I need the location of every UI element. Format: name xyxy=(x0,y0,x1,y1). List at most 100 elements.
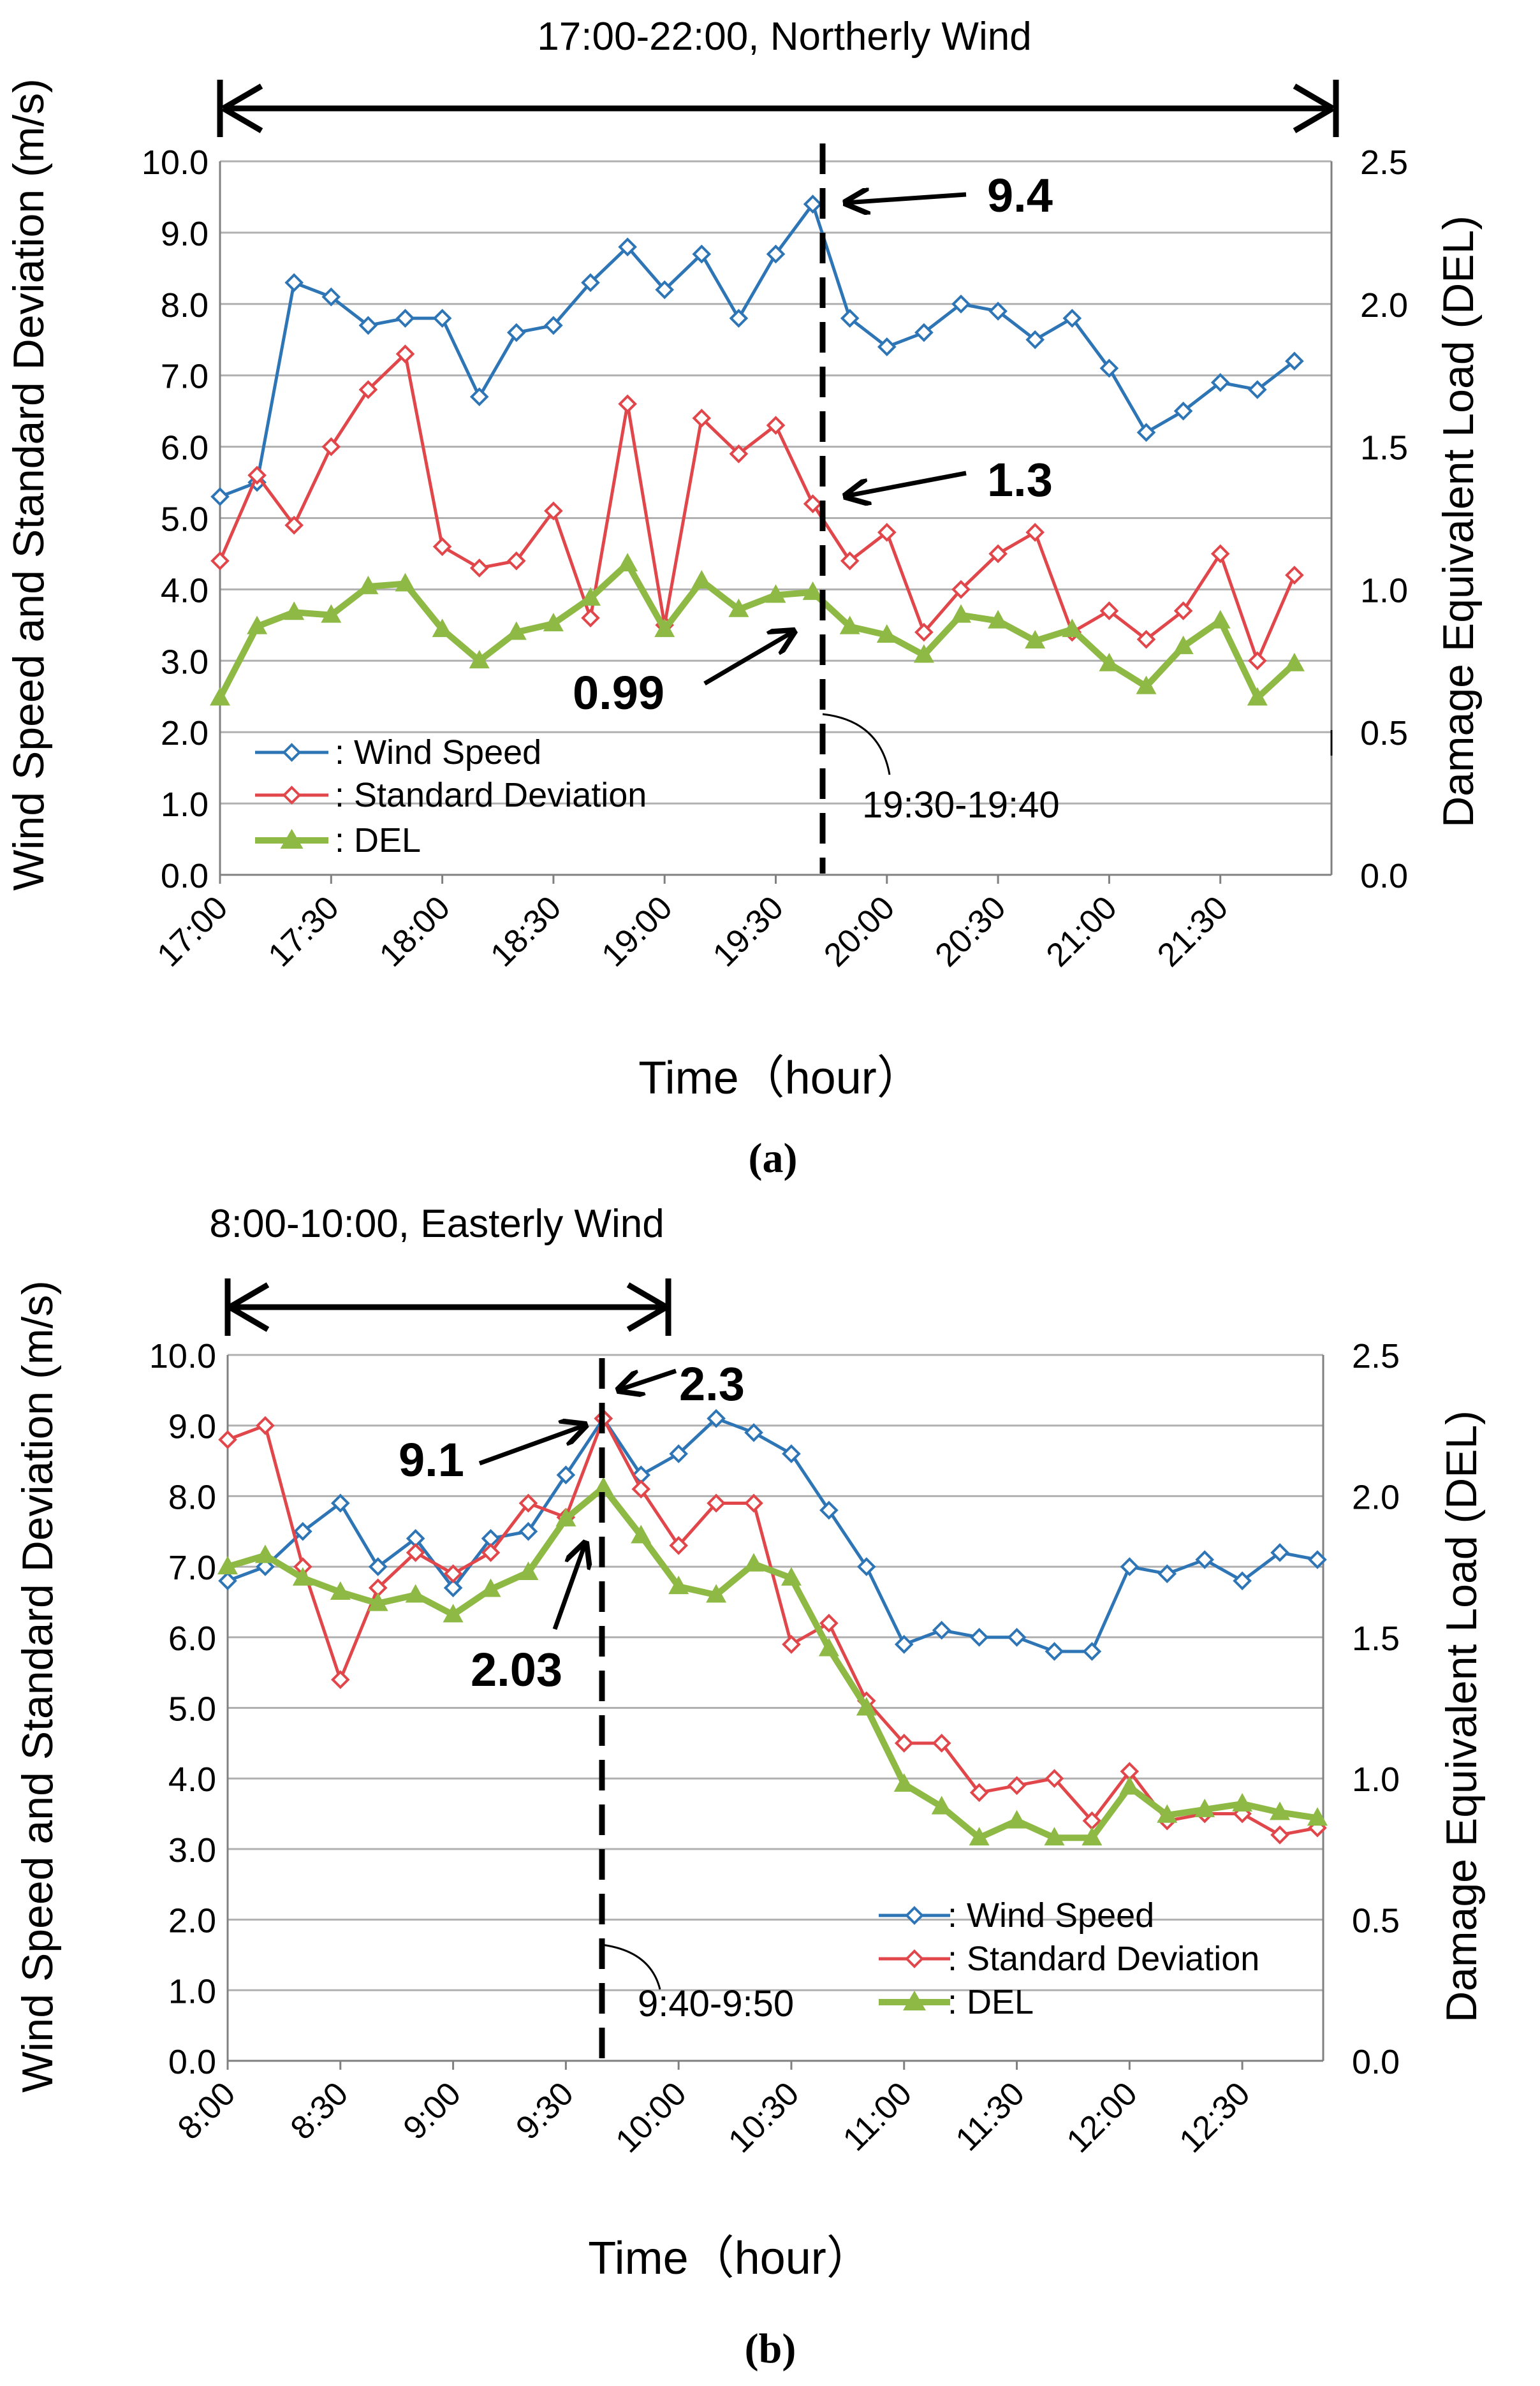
panel-a: 17:00-22:00, Northerly Wind 0.0 1.0 2.0 3.0… xyxy=(4,15,1483,1182)
data-point-del xyxy=(1210,610,1231,629)
data-point-wind-speed xyxy=(321,287,341,307)
y-left-tick-label: 1.0 xyxy=(161,786,209,824)
data-point-del xyxy=(358,575,379,594)
data-point-standard-deviation xyxy=(544,501,563,521)
legend-del-marker xyxy=(903,1991,926,2010)
y-left-tick-label: 4.0 xyxy=(161,571,209,610)
x-tick-label: 18:30 xyxy=(483,889,568,974)
data-point-wind-speed xyxy=(284,273,304,293)
annotation-arrow-del xyxy=(703,631,794,686)
x-tick-label: 10:30 xyxy=(721,2075,806,2160)
data-point-wind-speed xyxy=(1025,330,1045,349)
data-point-standard-deviation xyxy=(877,523,897,542)
legend-del-label: : DEL xyxy=(335,821,421,860)
data-point-wind-speed xyxy=(1136,423,1156,443)
data-point-standard-deviation xyxy=(951,580,971,599)
series-line-standard-deviation xyxy=(227,1417,1318,1837)
data-point-del xyxy=(691,569,712,589)
annotation-arrow-std xyxy=(619,1368,677,1390)
period-text: 17:00-22:00, Northerly Wind xyxy=(537,15,1031,59)
highlight-label: 19:30-19:40 xyxy=(862,784,1060,826)
data-point-del xyxy=(321,604,342,623)
data-point-del xyxy=(217,1556,238,1575)
series-line-wind-speed xyxy=(227,1417,1318,1653)
data-point-del xyxy=(1173,635,1194,654)
annotation-std-value: 1.3 xyxy=(987,453,1053,506)
data-point-standard-deviation xyxy=(284,515,304,535)
y-axis-right-title: Damage Equivalent Load (DEL) xyxy=(1434,216,1483,828)
data-point-wind-speed xyxy=(1210,373,1230,392)
y-left-tick-label: 2.0 xyxy=(168,1902,216,1940)
data-point-wind-speed xyxy=(544,316,563,335)
data-point-wind-speed xyxy=(692,244,712,264)
data-point-del xyxy=(1136,675,1157,694)
data-point-wind-speed xyxy=(368,1557,388,1576)
data-point-standard-deviation xyxy=(988,544,1008,564)
y-left-tick-label: 2.0 xyxy=(161,714,209,752)
data-point-wind-speed xyxy=(1007,1627,1027,1647)
data-point-del xyxy=(1044,1827,1065,1846)
plot-area: 0.0 1.0 2.0 3.0 4.0 5.0 6.0 7.0 8.0 9.0 10.0 0.0 0.5… xyxy=(149,1337,1400,2160)
data-point-del xyxy=(480,1578,501,1597)
data-point-standard-deviation xyxy=(247,465,267,485)
data-point-wind-speed xyxy=(218,1571,237,1591)
data-point-standard-deviation xyxy=(406,1543,425,1562)
x-tick-label: 20:00 xyxy=(817,889,902,974)
data-point-del xyxy=(913,644,934,663)
data-point-standard-deviation xyxy=(1136,629,1156,649)
data-point-standard-deviation xyxy=(1025,523,1045,542)
legend-std-label: : Standard Deviation xyxy=(335,776,647,814)
data-point-wind-speed xyxy=(1233,1571,1252,1591)
data-point-del xyxy=(856,1697,877,1716)
data-point-wind-speed xyxy=(432,309,452,328)
data-point-standard-deviation xyxy=(506,551,526,571)
period-span-arrowhead-right-lower xyxy=(1293,106,1335,133)
data-point-standard-deviation xyxy=(321,437,341,457)
data-point-del xyxy=(518,1561,539,1580)
x-tick-label: 8:00 xyxy=(171,2075,243,2147)
y-left-tick-label: 0.0 xyxy=(168,2043,216,2081)
period-span-arrowhead-right xyxy=(626,1282,668,1310)
y-left-tick-label: 4.0 xyxy=(168,1760,216,1799)
data-point-standard-deviation xyxy=(1270,1825,1289,1845)
x-tick-label: 9:00 xyxy=(396,2075,468,2147)
data-point-del xyxy=(330,1581,351,1600)
data-point-standard-deviation xyxy=(1210,544,1230,564)
data-point-del xyxy=(254,1544,275,1563)
y-right-tick-label: 2.5 xyxy=(1352,1337,1400,1375)
data-point-del xyxy=(969,1827,990,1846)
data-point-wind-speed xyxy=(1195,1550,1215,1569)
data-point-del xyxy=(706,1584,727,1603)
y-left-tick-label: 10.0 xyxy=(149,1337,216,1375)
data-point-del xyxy=(367,1592,388,1611)
data-point-wind-speed xyxy=(581,273,600,293)
period-span-arrowhead-left xyxy=(221,84,263,111)
data-point-standard-deviation xyxy=(518,1493,538,1513)
data-point-del xyxy=(802,581,823,600)
data-point-del xyxy=(284,601,305,620)
data-point-del xyxy=(1270,1801,1291,1820)
data-point-wind-speed xyxy=(803,194,823,214)
data-point-del xyxy=(543,613,564,632)
annotation-std-value: 2.3 xyxy=(679,1358,745,1410)
annotation-wind-value: 9.4 xyxy=(987,169,1053,222)
y-right-tick-label: 1.5 xyxy=(1352,1620,1400,1658)
y-right-tick-label: 0.5 xyxy=(1360,714,1408,752)
data-point-del xyxy=(654,618,675,638)
data-point-del xyxy=(1194,1798,1215,1817)
plot-area: 0.0 1.0 2.0 3.0 4.0 5.0 6.0 7.0 8.0 9.0 10.0 0.0 0.5… xyxy=(142,143,1408,974)
data-point-wind-speed xyxy=(506,323,526,342)
data-point-standard-deviation xyxy=(210,551,230,571)
data-point-wind-speed xyxy=(1120,1557,1140,1576)
data-point-standard-deviation xyxy=(443,1564,463,1583)
data-point-del xyxy=(728,598,749,617)
period-span-arrowhead-left xyxy=(228,1282,270,1310)
annotation-arrow-wind xyxy=(846,194,967,203)
data-point-wind-speed xyxy=(932,1620,951,1640)
y-right-tick-label: 0.0 xyxy=(1360,857,1408,895)
data-point-wind-speed xyxy=(469,387,489,407)
data-point-del xyxy=(1006,1810,1027,1829)
x-axis-title: Time（hour） xyxy=(638,1053,922,1104)
y-left-tick-label: 7.0 xyxy=(168,1549,216,1587)
data-point-wind-speed xyxy=(1157,1564,1177,1583)
